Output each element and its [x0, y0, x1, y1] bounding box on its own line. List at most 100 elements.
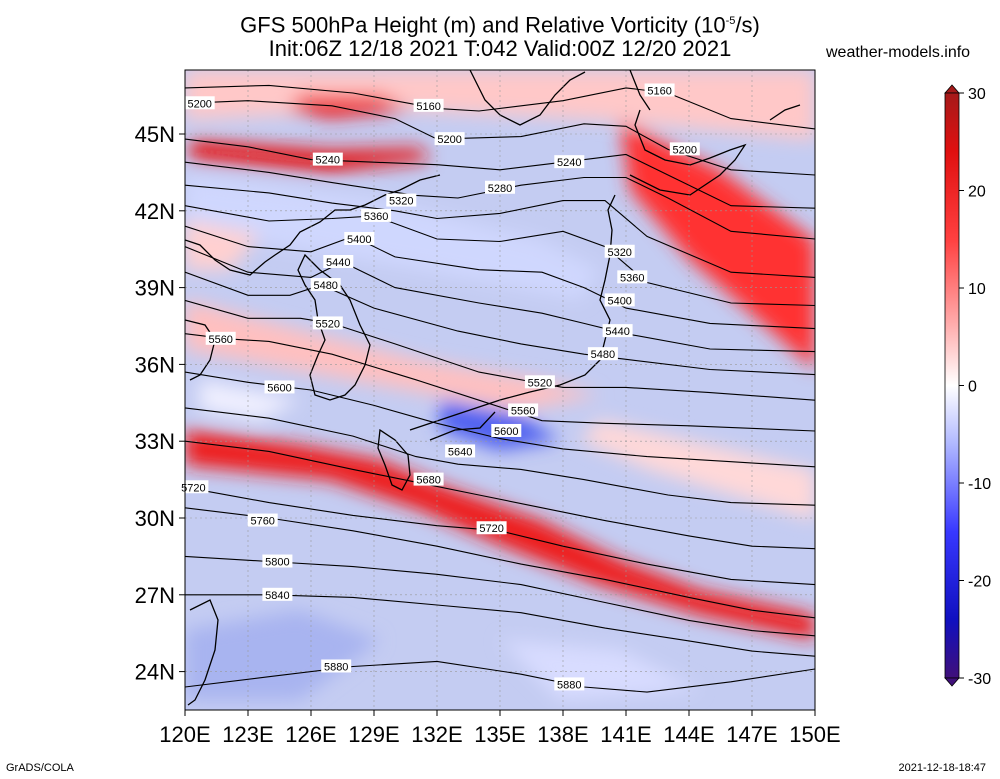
contour-label-bg: [508, 403, 539, 417]
lon-tick-label: 135E: [474, 722, 525, 747]
height-contour-5640: [185, 407, 815, 506]
contour-label: 5400: [607, 295, 631, 307]
contour-label: 5640: [448, 446, 472, 458]
contour-label-bg: [205, 331, 236, 345]
contour-label: 5360: [364, 211, 388, 223]
contour-label-bg: [413, 472, 444, 486]
height-contours: [185, 84, 815, 693]
contour-label-bg: [491, 423, 522, 437]
colorbar-tick-label: 30: [968, 86, 986, 103]
lon-tick-label: 138E: [537, 722, 588, 747]
colorbar-tick-label: -20: [968, 574, 991, 591]
lon-tick-label: 123E: [222, 722, 273, 747]
contour-label: 5320: [389, 196, 413, 208]
contour-label-bg: [264, 380, 295, 394]
contour-label: 5840: [265, 590, 289, 602]
contour-label-bg: [524, 375, 555, 389]
contour-label-bg: [476, 521, 507, 535]
contour-label: 5880: [324, 661, 348, 673]
lon-tick-label: 141E: [600, 722, 651, 747]
contour-label: 5240: [557, 157, 581, 169]
contour-label: 5200: [187, 98, 211, 110]
contour-label: 5320: [607, 247, 631, 259]
contour-label: 5880: [557, 679, 581, 691]
contour-label-bg: [669, 142, 700, 156]
contour-label: 5720: [479, 523, 503, 535]
contour-label-bg: [262, 554, 293, 568]
height-contour-5680: [185, 440, 815, 550]
height-contour-5760: [185, 507, 815, 619]
lat-tick-label: 36N: [135, 352, 175, 377]
contour-label: 5560: [208, 334, 232, 346]
contour-label-bg: [602, 324, 633, 338]
site-watermark: weather-models.info: [826, 44, 971, 61]
height-contour-5840: [185, 594, 815, 657]
colorbar-tick-label: 20: [968, 184, 986, 201]
colorbar-tick-label: 0: [968, 379, 977, 396]
height-contour-5360: [185, 205, 815, 307]
contour-label: 5600: [494, 426, 518, 438]
height-contour-labels: 5160 5160 5200 5200 5200 5240 5240 5280 5320 5320…: [178, 83, 700, 691]
contour-label-bg: [184, 96, 215, 110]
height-contour-5440: [185, 246, 815, 353]
colorbar: 30 20 10 0 -10 -20 -30: [944, 84, 991, 688]
contour-label-bg: [413, 98, 444, 112]
chart-title-line1: GFS 500hPa Height (m) and Relative Vorti…: [240, 12, 760, 38]
lon-tick-label: 129E: [348, 722, 399, 747]
contour-label: 5520: [316, 318, 340, 330]
contour-label-bg: [644, 83, 675, 97]
lat-tick-label: 39N: [135, 276, 175, 301]
contour-label-bg: [310, 278, 341, 292]
longitude-tick-labels: 120E 123E 126E 129E 132E 135E 138E 141E 144E 147E…: [159, 710, 841, 747]
contour-label: 5520: [528, 377, 552, 389]
contour-label-bg: [617, 270, 648, 284]
lat-tick-label: 24N: [135, 660, 175, 685]
lat-tick-label: 33N: [135, 429, 175, 454]
colorbar-tick-label: 10: [968, 281, 986, 298]
contour-label: 5200: [437, 134, 461, 146]
height-contour-5520: [185, 299, 815, 401]
contour-label-bg: [485, 180, 515, 194]
height-contour-5320: [185, 184, 815, 278]
lat-tick-label: 27N: [135, 583, 175, 608]
contour-label: 5440: [326, 257, 350, 269]
contour-label: 5280: [488, 183, 512, 195]
colorbar-bottom-arrow: [944, 677, 960, 687]
contour-label-bg: [554, 155, 585, 169]
contour-label: 5480: [591, 349, 615, 361]
contour-label-bg: [604, 293, 635, 307]
contour-label-bg: [386, 193, 417, 207]
colorbar-tick-label: -10: [968, 476, 991, 493]
contour-label-bg: [321, 659, 352, 673]
contour-label-bg: [361, 208, 392, 222]
contour-label-bg: [178, 480, 209, 494]
contour-label-bg: [587, 347, 618, 361]
contour-label: 5600: [267, 382, 291, 394]
contour-label: 5240: [316, 155, 340, 167]
contour-label: 5160: [647, 85, 671, 97]
lon-tick-label: 126E: [285, 722, 336, 747]
contour-label-bg: [434, 132, 465, 146]
lon-tick-label: 132E: [411, 722, 462, 747]
contour-label: 5480: [313, 280, 337, 292]
height-contour-5400: [185, 225, 815, 330]
contour-label: 5360: [620, 272, 644, 284]
latitude-tick-labels: 45N 42N 39N 36N 33N 30N 27N 24N: [135, 122, 185, 685]
render-timestamp: 2021-12-18-18:47: [898, 762, 986, 774]
contour-label: 5200: [673, 144, 697, 156]
colorbar-scale: [944, 92, 960, 679]
lon-tick-label: 147E: [726, 722, 777, 747]
contour-label: 5160: [416, 101, 440, 113]
graticule: [185, 70, 815, 710]
lat-tick-label: 42N: [135, 199, 175, 224]
contour-label: 5440: [605, 326, 629, 338]
height-contour-5560: [185, 333, 815, 432]
lat-tick-label: 45N: [135, 122, 175, 147]
contour-label: 5800: [265, 557, 289, 569]
colorbar-tick-label: -30: [968, 671, 991, 688]
lon-tick-label: 150E: [789, 722, 840, 747]
contour-label-bg: [554, 677, 585, 691]
chart-title-line2: Init:06Z 12/18 2021 T:042 Valid:00Z 12/2…: [268, 36, 732, 61]
contour-label: 5560: [511, 405, 535, 417]
